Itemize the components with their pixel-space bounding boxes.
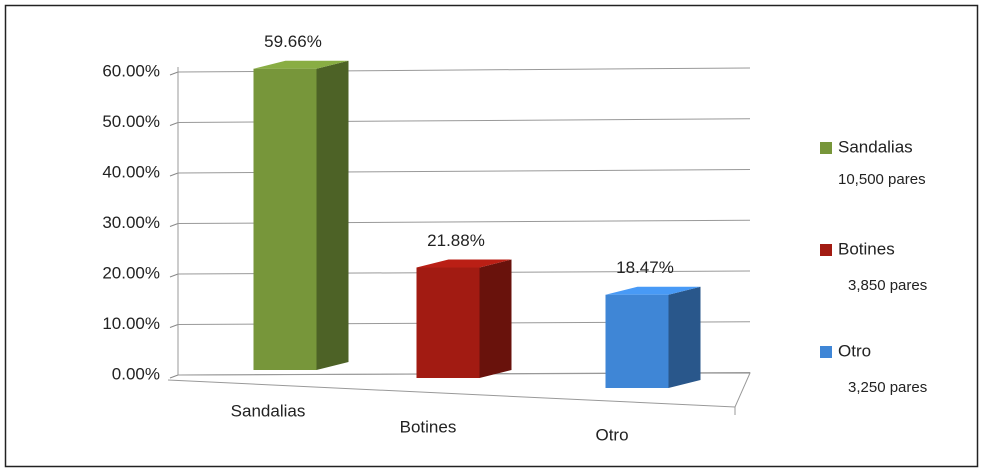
legend-note: 3,250 pares	[848, 379, 927, 396]
bar-top	[253, 60, 349, 69]
legend-note: 3,850 pares	[848, 277, 927, 294]
x-tick-label: Otro	[595, 425, 628, 444]
bar-side	[479, 259, 512, 378]
value-label: 59.66%	[264, 32, 322, 51]
value-label: 18.47%	[616, 258, 674, 277]
tick-mark	[169, 273, 179, 278]
legend-label: Otro	[838, 341, 871, 360]
value-label: 21.88%	[427, 231, 485, 250]
bar	[253, 68, 317, 370]
bar-top	[605, 286, 701, 295]
legend-label: Sandalias	[838, 137, 913, 156]
y-tick-label: 30.00%	[102, 213, 160, 232]
bar-side	[316, 60, 349, 370]
tick-mark	[169, 324, 179, 328]
bar-side	[668, 286, 701, 388]
legend-note: 10,500 pares	[838, 171, 926, 188]
y-tick-label: 40.00%	[102, 162, 160, 181]
y-tick-label: 20.00%	[102, 263, 160, 282]
frame	[4, 4, 979, 468]
y-tick-label: 60.00%	[102, 61, 160, 80]
y-tick-label: 0.00%	[112, 364, 160, 383]
legend-swatch	[820, 142, 832, 154]
tick-mark	[169, 223, 179, 227]
legend-swatch	[820, 346, 832, 358]
y-tick-label: 50.00%	[102, 112, 160, 131]
bar	[416, 267, 480, 378]
bar-top	[416, 259, 512, 268]
x-tick-label: Botines	[400, 417, 457, 436]
x-tick-label: Sandalias	[231, 401, 306, 420]
legend-swatch	[820, 244, 832, 256]
legend-label: Botines	[838, 239, 895, 258]
tick-mark	[169, 122, 179, 126]
bar	[605, 294, 669, 388]
tick-mark	[169, 71, 179, 76]
tick-mark	[169, 374, 179, 379]
y-tick-label: 10.00%	[102, 314, 160, 333]
tick-mark	[169, 172, 179, 177]
